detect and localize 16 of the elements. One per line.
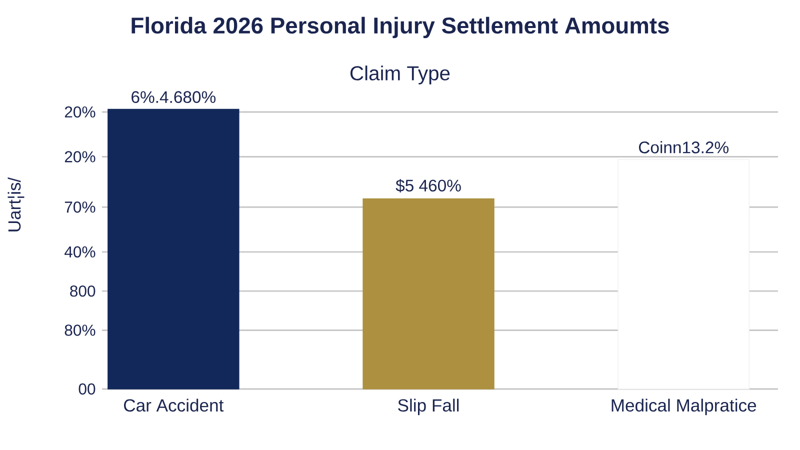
text: 800 — [70, 285, 96, 297]
text: 20% — [64, 151, 96, 162]
x-tick-label: Medical Malpratice — [612, 398, 756, 416]
text: 70% — [64, 202, 96, 213]
chart-title: Florida 2026 Personal Injury Settlement Amoumts — [132, 16, 669, 38]
text: 40% — [64, 246, 96, 258]
text: 80% — [64, 324, 96, 336]
annotation: Coinn13.2% — [639, 141, 728, 154]
x-tick-label: Slip Fall — [398, 398, 459, 416]
annotation: $5 460% — [396, 178, 461, 193]
text: 00 — [78, 383, 96, 395]
chart-subtitle: Claim Type — [350, 66, 450, 84]
y-axis-title: Uart¦is/ — [8, 177, 24, 232]
text: 20% — [64, 106, 96, 118]
x-tick-label: Car Accident — [124, 398, 224, 412]
annotation: 6%.4.680% — [132, 91, 216, 103]
